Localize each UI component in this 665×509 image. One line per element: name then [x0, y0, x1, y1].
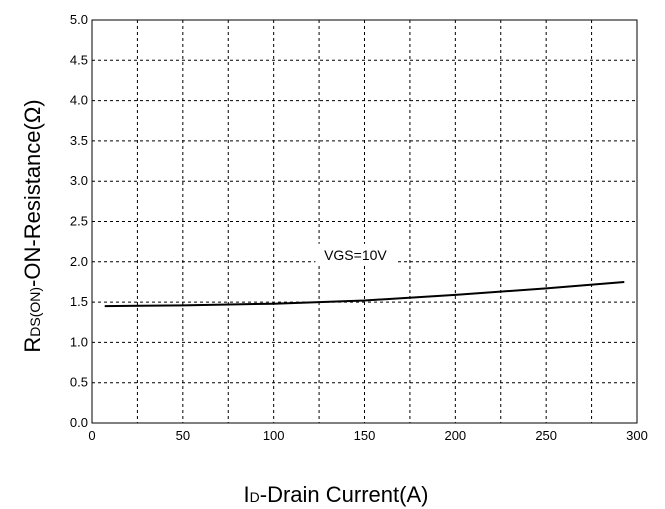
y-tick-labels: 0.0 0.5 1.0 1.5 2.0 2.5 3.0 3.5 4.0 4.5 5.0 [70, 12, 88, 430]
x-tick-label: 200 [444, 428, 466, 443]
y-tick-label: 2.5 [70, 214, 88, 229]
annotation-background [315, 243, 396, 266]
y-tick-label: 3.5 [70, 133, 88, 148]
y-tick-label: 4.5 [70, 52, 88, 67]
plot-frame [91, 19, 638, 424]
x-tick-labels: 0 50 100 150 200 250 300 [88, 428, 647, 443]
x-tick-label: 250 [535, 428, 557, 443]
y-tick-label: 0.0 [70, 415, 88, 430]
y-tick-label: 4.0 [70, 93, 88, 108]
x-axis-title: ID-Drain Current(A) [244, 482, 429, 507]
x-tick-label: 0 [88, 428, 95, 443]
annotation-label: VGS=10V [324, 247, 387, 263]
annotations: VGS=10V [315, 243, 396, 266]
y-axis-title: RDS(ON)-ON-Resistance(Ω) [20, 99, 45, 352]
series-line [104, 280, 625, 308]
series-layer [104, 280, 625, 308]
y-tick-label: 1.0 [70, 334, 88, 349]
y-tick-label: 0.5 [70, 375, 88, 390]
y-tick-label: 2.0 [70, 254, 88, 269]
y-tick-label: 5.0 [70, 12, 88, 27]
x-tick-label: 100 [263, 428, 285, 443]
y-tick-label: 1.5 [70, 294, 88, 309]
x-tick-label: 150 [354, 428, 376, 443]
x-tick-label: 50 [176, 428, 190, 443]
y-tick-label: 3.0 [70, 173, 88, 188]
grid-lines [92, 20, 637, 423]
x-tick-label: 300 [626, 428, 648, 443]
